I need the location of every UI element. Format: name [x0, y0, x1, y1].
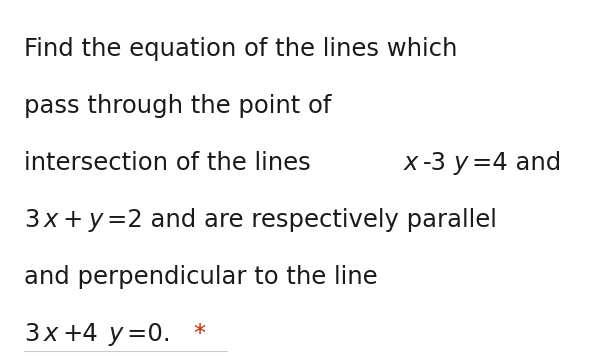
Text: y: y	[108, 322, 123, 346]
Text: 3: 3	[24, 322, 39, 346]
Text: y: y	[89, 208, 103, 232]
Text: +: +	[62, 208, 83, 232]
Text: pass through the point of: pass through the point of	[24, 94, 331, 118]
Text: and perpendicular to the line: and perpendicular to the line	[24, 265, 377, 289]
Text: =0.: =0.	[127, 322, 178, 346]
Text: -3: -3	[422, 151, 447, 175]
Text: x: x	[44, 208, 58, 232]
Text: Find the equation of the lines which: Find the equation of the lines which	[24, 37, 457, 61]
Text: +4: +4	[62, 322, 98, 346]
Text: intersection of the lines: intersection of the lines	[24, 151, 318, 175]
Text: =4 and: =4 and	[472, 151, 562, 175]
Text: *: *	[193, 322, 205, 346]
Text: =2 and are respectively parallel: =2 and are respectively parallel	[107, 208, 497, 232]
Text: x: x	[44, 322, 58, 346]
Text: x: x	[404, 151, 418, 175]
Text: 3: 3	[24, 208, 39, 232]
Text: y: y	[453, 151, 468, 175]
